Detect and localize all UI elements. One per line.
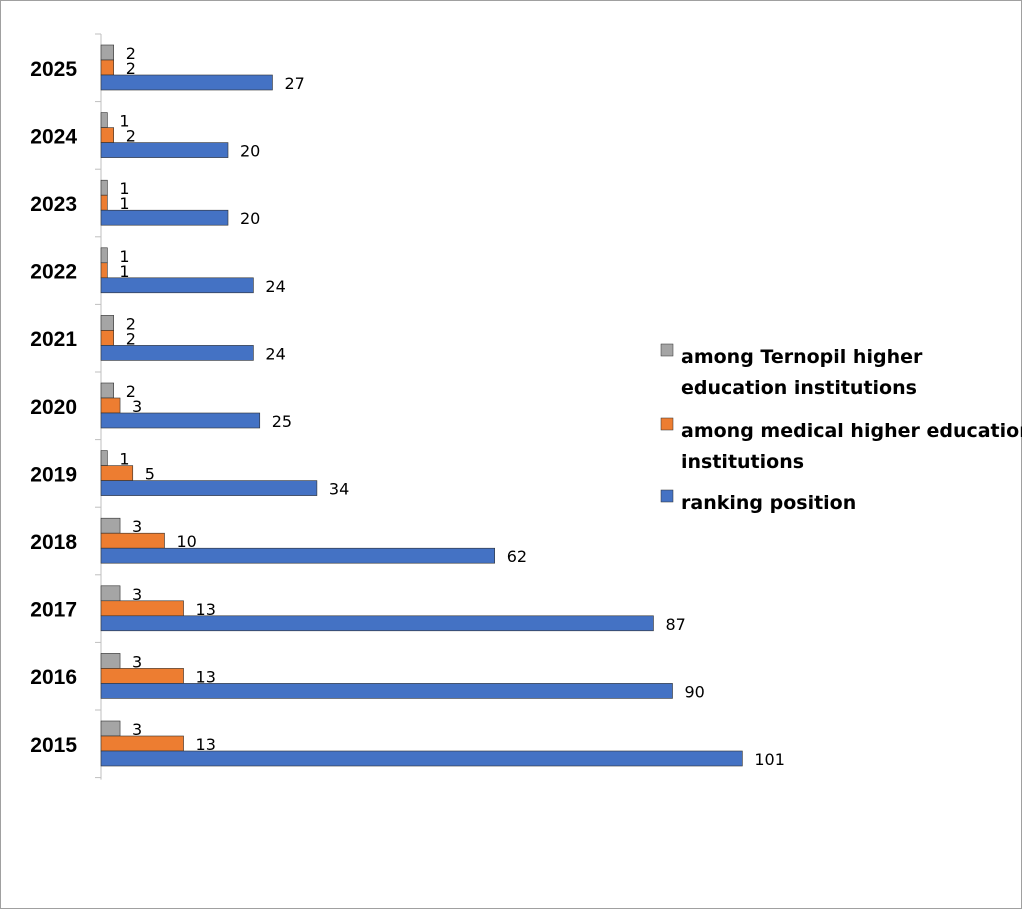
data-label: 2	[126, 59, 136, 78]
bar-ranking	[100, 277, 254, 294]
data-label: 90	[685, 682, 705, 701]
data-label: 24	[265, 344, 285, 363]
data-label: 3	[132, 720, 142, 739]
bar-ternopil	[100, 44, 114, 61]
bar-ranking	[100, 547, 496, 564]
legend-label: ranking position	[681, 492, 856, 514]
year-label: 2017	[30, 599, 77, 622]
bar-ranking	[100, 345, 254, 361]
data-label: 24	[265, 277, 285, 296]
year-label: 2020	[30, 396, 77, 419]
bar-ranking	[100, 209, 229, 226]
data-label: 34	[329, 480, 349, 499]
data-label: 5	[145, 465, 155, 484]
bar-ternopil	[100, 247, 108, 264]
data-label: 1	[119, 112, 129, 131]
year-label: 2015	[30, 734, 77, 757]
data-label: 1	[119, 247, 129, 266]
legend-label: institutions	[681, 451, 804, 473]
bar-ranking	[100, 615, 654, 632]
data-label: 62	[507, 547, 527, 566]
data-label: 10	[177, 532, 197, 551]
data-label: 87	[665, 615, 685, 634]
year-label: 2024	[30, 125, 77, 148]
legend-label: among medical higher education	[681, 420, 1022, 442]
bar-medical	[100, 668, 184, 684]
data-label: 3	[132, 397, 142, 416]
data-label: 20	[240, 209, 260, 228]
data-label: 3	[132, 585, 142, 604]
legend-marker	[660, 417, 674, 431]
bar-ternopil	[100, 179, 108, 196]
data-label: 13	[196, 600, 216, 619]
year-label: 2019	[30, 463, 77, 486]
legend-marker	[660, 489, 674, 503]
year-label: 2016	[30, 666, 77, 689]
legend-label: education institutions	[681, 377, 917, 399]
data-label: 1	[119, 262, 129, 281]
bar-ternopil	[100, 112, 108, 128]
bar-ternopil	[100, 720, 121, 737]
data-label: 13	[196, 667, 216, 686]
bar-medical	[100, 194, 108, 211]
legend-label: among Ternopil higher	[681, 346, 923, 368]
data-label: 27	[284, 74, 304, 93]
data-label: 1	[119, 179, 129, 198]
bar-ternopil	[100, 382, 114, 399]
bar-medical	[100, 330, 114, 346]
bar-ranking	[100, 74, 273, 91]
data-label: 13	[196, 735, 216, 754]
bar-medical	[100, 735, 184, 752]
bar-medical	[100, 262, 108, 279]
year-label: 2021	[30, 328, 77, 351]
bar-ranking	[100, 480, 318, 496]
data-label: 25	[272, 412, 292, 431]
year-label: 2018	[30, 531, 77, 554]
bar-medical	[100, 532, 165, 549]
data-label: 2	[126, 329, 136, 348]
bar-ternopil	[100, 517, 121, 534]
bar-ranking	[100, 142, 229, 158]
data-label: 3	[132, 517, 142, 536]
bar-medical	[100, 59, 114, 76]
data-label: 1	[119, 450, 129, 469]
data-label: 1	[119, 194, 129, 213]
bar-ternopil	[100, 450, 108, 466]
bar-ranking	[100, 412, 261, 429]
data-label: 2	[126, 314, 136, 333]
bar-medical	[100, 465, 134, 481]
bar-ternopil	[100, 653, 121, 669]
data-label: 101	[754, 750, 785, 769]
bar-ternopil	[100, 315, 114, 331]
data-label: 3	[132, 652, 142, 671]
legend-marker	[660, 343, 674, 357]
bar-medical	[100, 127, 114, 143]
year-label: 2025	[30, 58, 77, 81]
bar-medical	[100, 600, 184, 617]
year-label: 2023	[30, 193, 77, 216]
bar-ranking	[100, 683, 673, 699]
data-label: 2	[126, 44, 136, 63]
data-label: 2	[126, 127, 136, 146]
bar-medical	[100, 397, 121, 414]
year-label: 2022	[30, 261, 77, 284]
bar-ternopil	[100, 585, 121, 602]
data-label: 20	[240, 142, 260, 161]
data-label: 2	[126, 382, 136, 401]
bar-ranking	[100, 750, 743, 767]
